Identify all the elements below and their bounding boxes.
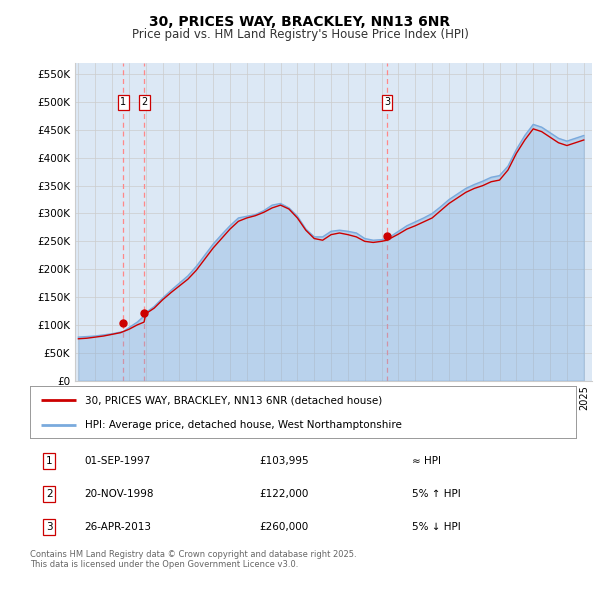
Text: 5% ↑ HPI: 5% ↑ HPI: [412, 489, 461, 499]
Text: £260,000: £260,000: [259, 522, 308, 532]
Text: 30, PRICES WAY, BRACKLEY, NN13 6NR (detached house): 30, PRICES WAY, BRACKLEY, NN13 6NR (deta…: [85, 395, 382, 405]
Text: £122,000: £122,000: [259, 489, 308, 499]
Text: 20-NOV-1998: 20-NOV-1998: [85, 489, 154, 499]
Text: 01-SEP-1997: 01-SEP-1997: [85, 456, 151, 466]
Text: Price paid vs. HM Land Registry's House Price Index (HPI): Price paid vs. HM Land Registry's House …: [131, 28, 469, 41]
Text: 2: 2: [141, 97, 147, 107]
Text: Contains HM Land Registry data © Crown copyright and database right 2025.
This d: Contains HM Land Registry data © Crown c…: [30, 550, 356, 569]
Text: 5% ↓ HPI: 5% ↓ HPI: [412, 522, 461, 532]
Text: 1: 1: [46, 456, 52, 466]
Text: ≈ HPI: ≈ HPI: [412, 456, 441, 466]
Text: 1: 1: [120, 97, 127, 107]
Text: 3: 3: [46, 522, 52, 532]
Text: 2: 2: [46, 489, 52, 499]
Text: £103,995: £103,995: [259, 456, 309, 466]
Text: HPI: Average price, detached house, West Northamptonshire: HPI: Average price, detached house, West…: [85, 420, 401, 430]
Text: 26-APR-2013: 26-APR-2013: [85, 522, 152, 532]
Text: 30, PRICES WAY, BRACKLEY, NN13 6NR: 30, PRICES WAY, BRACKLEY, NN13 6NR: [149, 15, 451, 29]
Text: 3: 3: [384, 97, 390, 107]
